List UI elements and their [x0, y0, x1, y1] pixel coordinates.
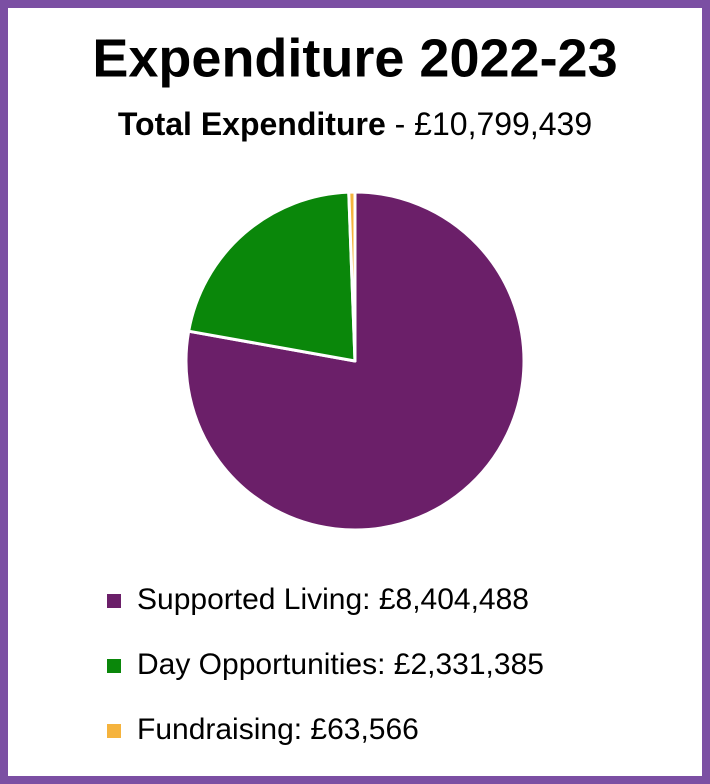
subtitle-bold: Total Expenditure — [118, 106, 386, 142]
subtitle-rest: - £10,799,439 — [395, 106, 593, 142]
chart-title: Expenditure 2022-23 — [92, 28, 617, 88]
legend-label: Fundraising: £63,566 — [137, 713, 419, 746]
pie-slice — [187, 190, 357, 363]
legend-swatch — [107, 724, 121, 738]
legend-swatch — [107, 594, 121, 608]
legend-label: Day Opportunities: £2,331,385 — [137, 648, 544, 681]
legend-label: Supported Living: £8,404,488 — [137, 583, 529, 616]
pie-slice — [347, 190, 357, 363]
subtitle: Total Expenditure - £10,799,439 — [118, 106, 592, 142]
legend: Supported Living: £8,404,488 Day Opportun… — [107, 583, 544, 746]
pie — [184, 190, 526, 532]
pie-slice — [184, 190, 526, 532]
legend-swatch — [107, 659, 121, 673]
